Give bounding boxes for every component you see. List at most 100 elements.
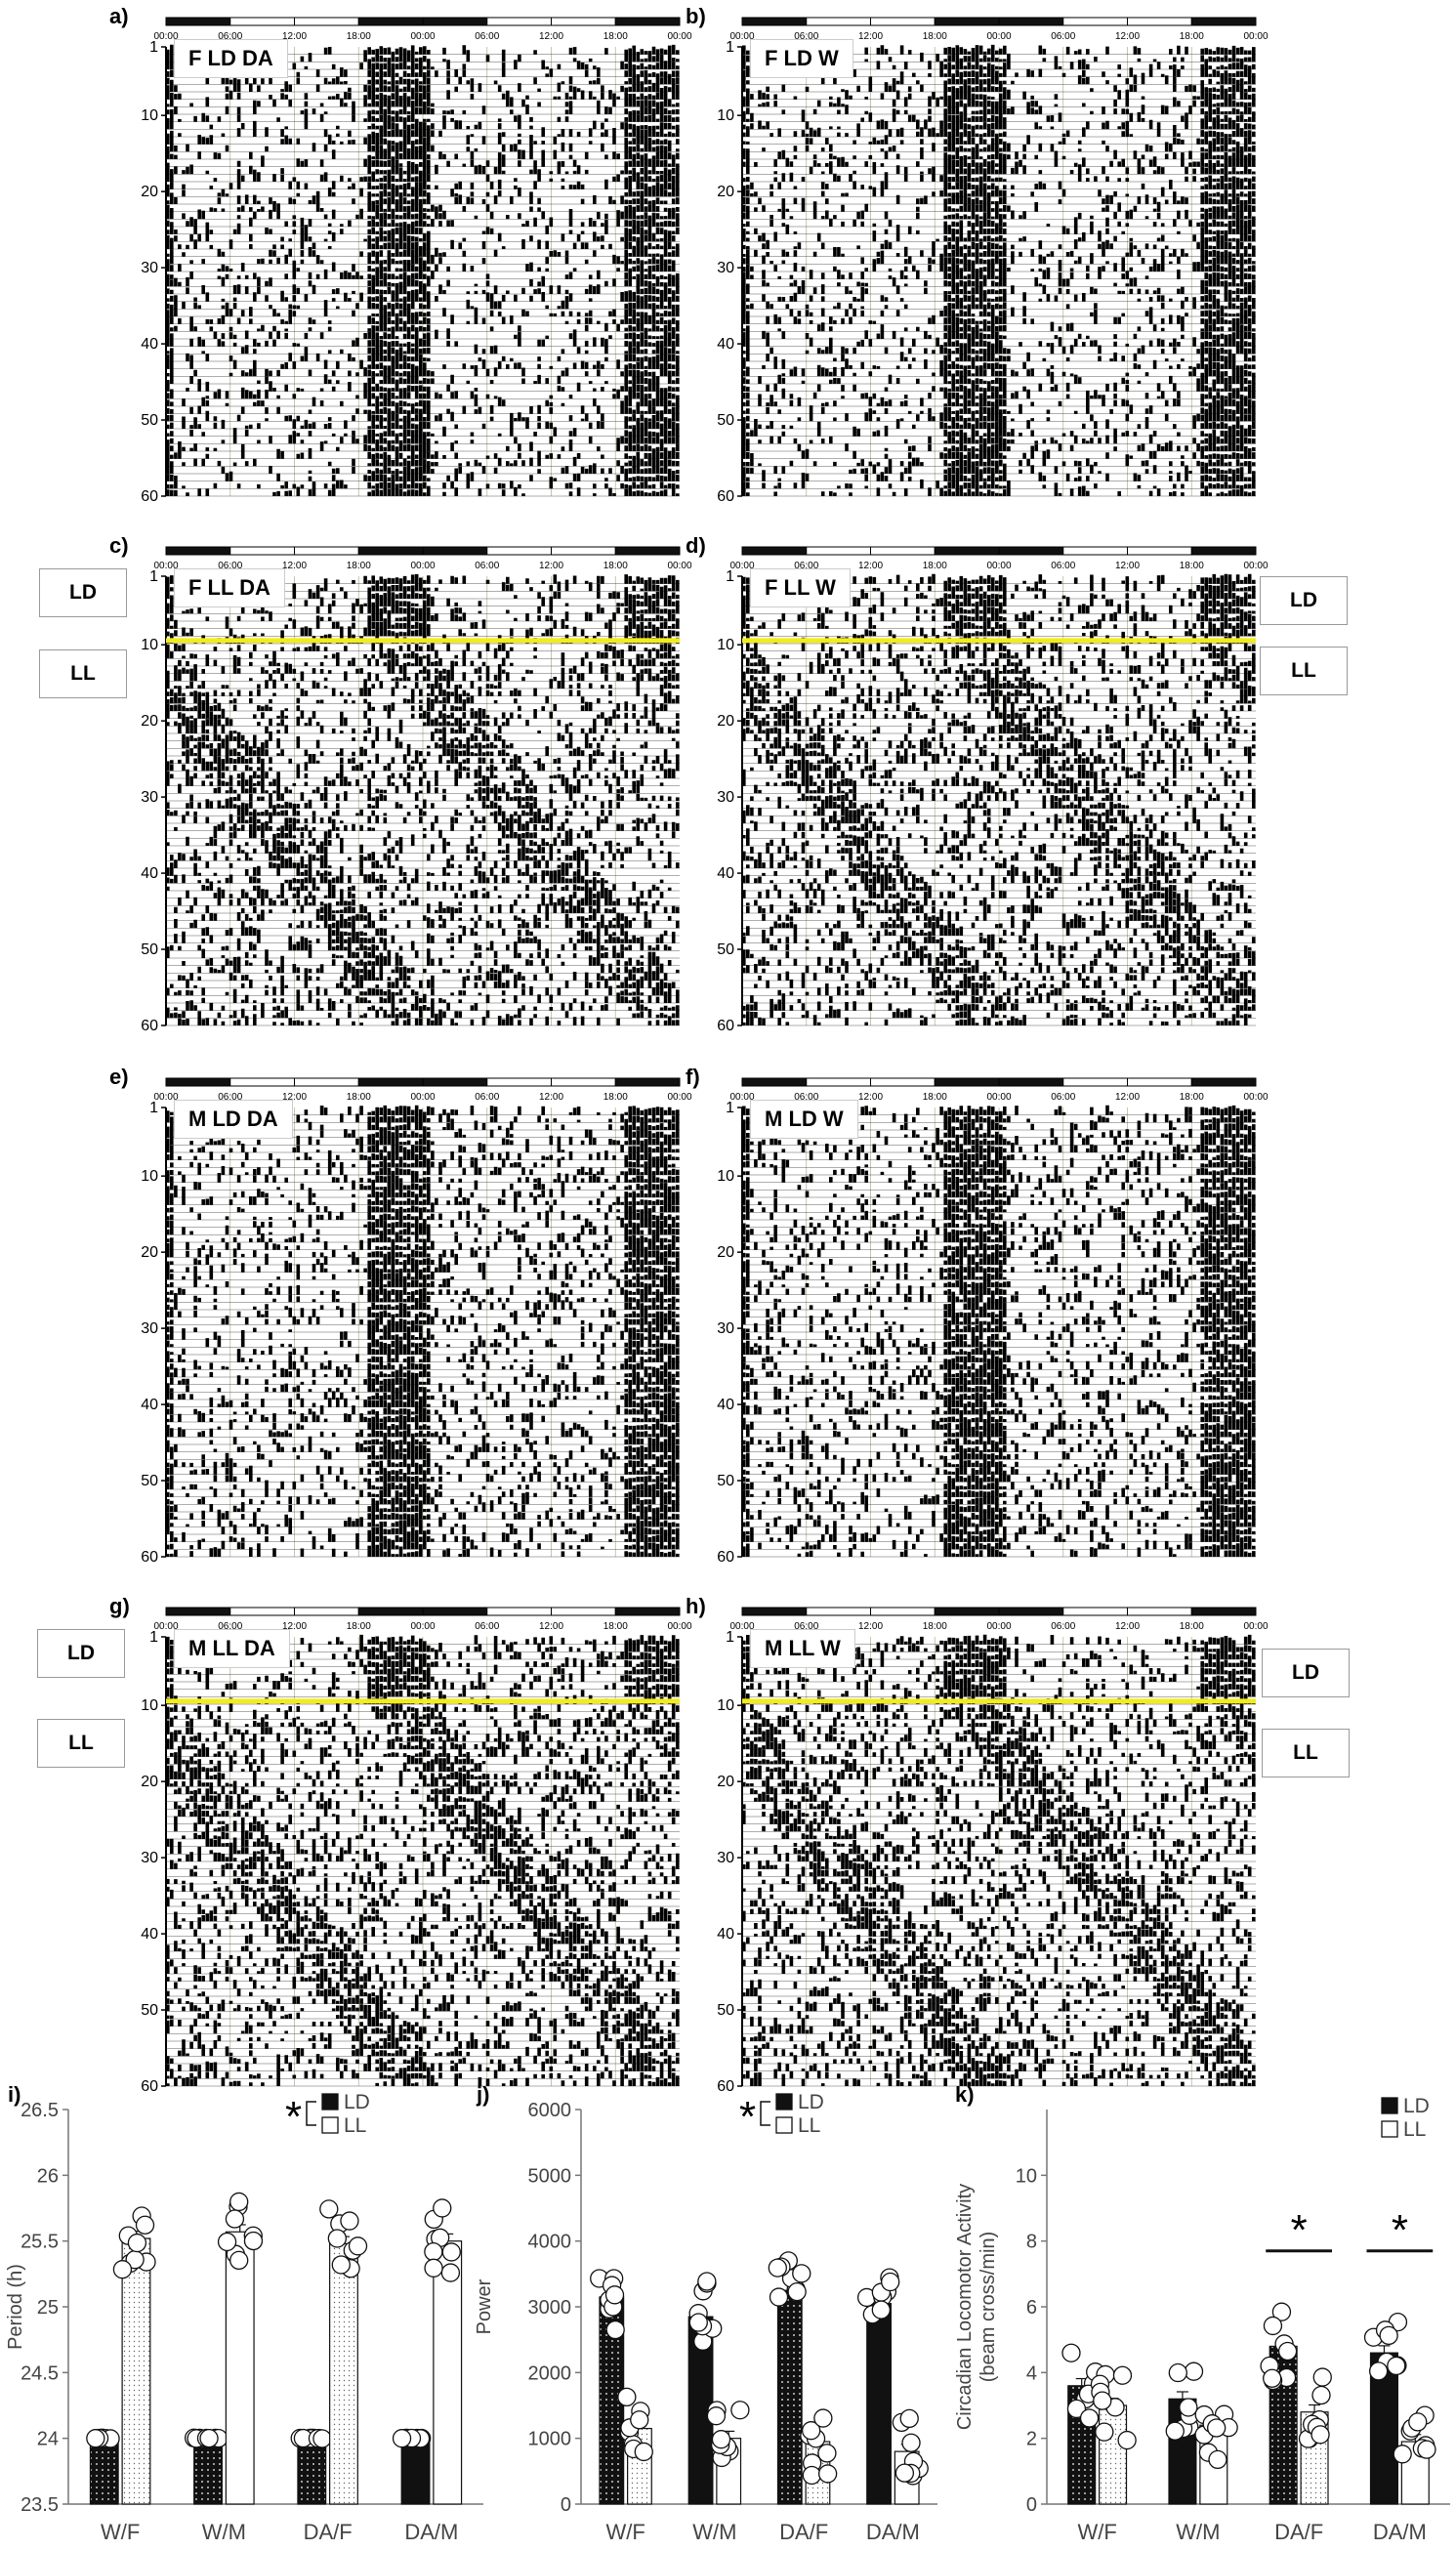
bar-ld [193, 2438, 223, 2505]
panel-title: M LD W [750, 1100, 858, 1139]
data-point [199, 2429, 219, 2448]
data-point [630, 2410, 649, 2430]
time-tick-label: 12:00 [1115, 1621, 1140, 1632]
light-dark-bar-segment [870, 17, 936, 26]
data-point [901, 2433, 921, 2452]
day-tick-label: 40 [717, 336, 734, 353]
light-dark-bar-segment [870, 1077, 936, 1087]
panel-title: M LD DA [174, 1100, 293, 1139]
time-tick-label: 00:00 [729, 1092, 754, 1103]
data-point [135, 2215, 155, 2235]
legend-swatch-ll [1381, 2120, 1398, 2138]
data-point [1277, 2341, 1298, 2362]
light-dark-bar-segment [934, 17, 1000, 26]
panel-letter: i) [8, 2082, 21, 2107]
day-tick-label: 40 [717, 1926, 734, 1943]
day-tick-label: 40 [141, 336, 158, 353]
panel-letter: b) [686, 4, 706, 28]
y-tick-label: 6000 [528, 2100, 572, 2121]
data-point [697, 2272, 717, 2291]
time-tick-label: 18:00 [603, 561, 628, 571]
time-tick-label: 12:00 [539, 1092, 563, 1103]
bar-ll [121, 2237, 151, 2505]
data-point [1112, 2365, 1133, 2385]
day-tick-label: 60 [141, 2078, 158, 2095]
light-dark-bar-segment [806, 546, 871, 556]
time-tick-label: 12:00 [539, 1621, 563, 1632]
time-tick-label: 00:00 [986, 561, 1011, 571]
time-tick-label: 00:00 [986, 1092, 1011, 1103]
light-dark-bar-segment [934, 1607, 1000, 1616]
light-dark-bar-segment [1127, 546, 1192, 556]
legend-label: LL [1403, 2118, 1426, 2141]
data-point [634, 2442, 653, 2462]
data-point [1179, 2398, 1198, 2417]
x-tick-label: W/M [1176, 2520, 1220, 2544]
actogram-8: 00:00 06:00 12:00 18:00 00:00 06:00 12:00 18:00… [717, 1607, 1269, 2095]
data-point [1095, 2422, 1114, 2442]
day-tick-label: 20 [141, 184, 158, 200]
day-tick-label: 20 [717, 184, 734, 200]
light-dark-bar-segment [806, 1077, 871, 1087]
day-tick-label: 30 [141, 1850, 158, 1866]
time-tick-label: 06:00 [218, 1621, 242, 1632]
data-point [1207, 2418, 1227, 2438]
light-dark-bar-segment [294, 546, 359, 556]
data-point [604, 2285, 625, 2305]
data-point [688, 2313, 708, 2332]
y-tick-label: 26 [37, 2165, 59, 2187]
bar-ld [400, 2438, 431, 2505]
time-tick-label: 18:00 [1180, 1621, 1204, 1632]
bar-chart-k: k) 0 2 4 6 8 10 Circadian Locomotor Activity (be… [954, 2082, 1450, 2544]
light-dark-bar-segment [1062, 546, 1128, 556]
light-dark-bar-segment [870, 1607, 936, 1616]
y-tick-label: 24.5 [21, 2362, 59, 2384]
data-point [1061, 2343, 1081, 2362]
time-tick-label: 00:00 [667, 31, 691, 42]
data-point [894, 2463, 915, 2483]
light-dark-bar-segment [551, 546, 616, 556]
day-tick-label: 20 [141, 1244, 158, 1261]
day-tick-label: 60 [717, 488, 734, 505]
day-tick-label: 10 [717, 1168, 734, 1185]
data-point [1117, 2430, 1137, 2450]
actogram-2: 00:00 06:00 12:00 18:00 00:00 06:00 12:00 18:00… [717, 17, 1269, 505]
light-dark-bar-segment [165, 546, 231, 556]
day-tick-label: 50 [141, 412, 158, 429]
day-tick-label: 1 [726, 1629, 734, 1646]
time-tick-label: 12:00 [282, 31, 307, 42]
data-point [424, 2258, 443, 2278]
ld-ll-transition-line [742, 1698, 1256, 1704]
activity-bars [742, 1634, 1256, 2086]
light-dark-bar-segment [357, 17, 424, 26]
day-tick-label: 10 [141, 637, 158, 653]
light-dark-bar-segment [806, 1607, 871, 1616]
data-point [1312, 2367, 1332, 2387]
bar-ll [1099, 2404, 1128, 2505]
light-dark-bar-segment [741, 1607, 808, 1616]
light-dark-bar-segment [229, 17, 295, 26]
data-point [225, 2209, 245, 2229]
time-tick-label: 18:00 [1180, 561, 1204, 571]
y-tick-label: 2 [1026, 2429, 1037, 2450]
time-tick-label: 06:00 [794, 1092, 818, 1103]
day-tick-label: 10 [141, 1168, 158, 1185]
data-point [899, 2408, 919, 2429]
actogram-7: 00:00 06:00 12:00 18:00 00:00 06:00 12:00 18:00… [141, 1607, 692, 2095]
day-tick-label: 50 [141, 2002, 158, 2019]
x-tick-label: DA/F [779, 2520, 828, 2544]
y-tick-label: 26.5 [21, 2100, 59, 2121]
day-tick-label: 40 [717, 1397, 734, 1413]
light-dark-bar-segment [741, 17, 808, 26]
time-tick-label: 06:00 [794, 561, 818, 571]
bar-ld [776, 2289, 803, 2505]
time-tick-label: 06:00 [475, 31, 499, 42]
light-dark-bar-segment [294, 17, 359, 26]
data-point [711, 2430, 731, 2449]
day-tick-label: 10 [717, 1697, 734, 1714]
x-tick-label: W/F [605, 2520, 645, 2544]
panel-letter: j) [476, 2082, 489, 2107]
day-tick-label: 1 [726, 39, 734, 56]
time-tick-label: 06:00 [475, 1621, 499, 1632]
x-tick-label: W/M [692, 2520, 736, 2544]
